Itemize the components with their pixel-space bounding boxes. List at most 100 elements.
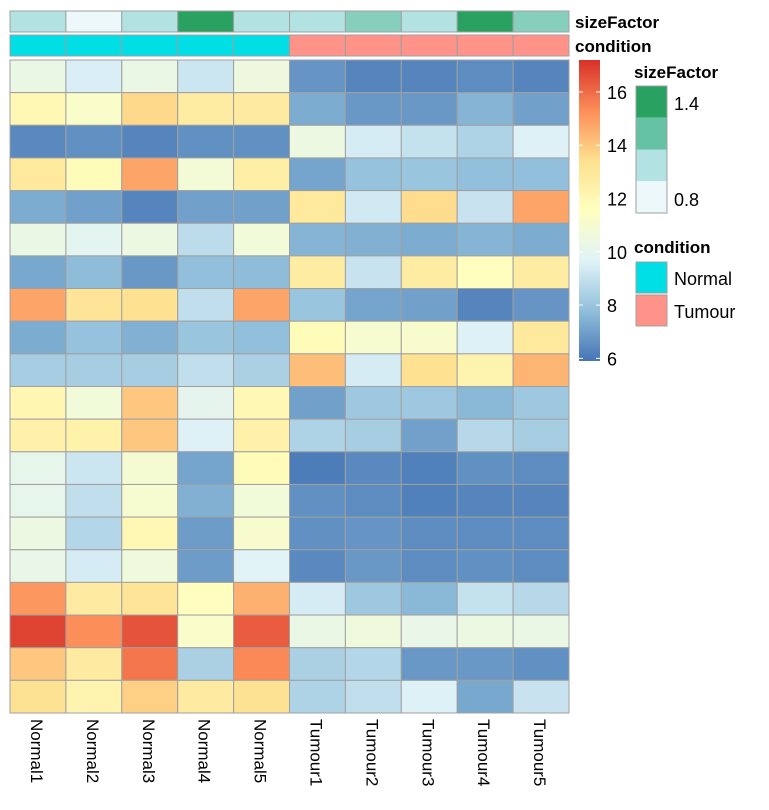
- heatmap-cell: [9, 320, 67, 355]
- heatmap-cell: [456, 59, 514, 94]
- column-label: Tumour2: [362, 719, 381, 786]
- heatmap-cell: [456, 483, 514, 518]
- heatmap-cell: [9, 679, 67, 714]
- sizefactor-cell: [456, 10, 514, 33]
- condition-legend-label: Normal: [674, 269, 732, 289]
- heatmap-cell: [65, 255, 123, 290]
- heatmap-cell: [177, 157, 235, 192]
- heatmap-cell: [512, 483, 570, 518]
- heatmap-cell: [456, 255, 514, 290]
- heatmap-cell: [177, 647, 235, 681]
- heatmap-cell: [344, 483, 402, 518]
- heatmap-cell: [400, 418, 458, 453]
- heatmap-cell: [456, 418, 514, 453]
- heatmap-cell: [9, 59, 67, 94]
- condition-cell: [65, 34, 123, 57]
- heatmap-cell: [512, 679, 570, 714]
- heatmap-cell: [177, 581, 235, 616]
- heatmap-cell: [65, 190, 123, 224]
- heatmap-cell: [289, 614, 346, 649]
- heatmap-cell: [65, 124, 123, 159]
- heatmap-cell: [9, 614, 67, 649]
- sizefactor-cell: [177, 10, 235, 33]
- heatmap-cell: [233, 549, 291, 583]
- heatmap-cell: [289, 647, 346, 681]
- legends: 6 8 10 12 14 16 sizeFactor 1.4 0.8 condition Norma…: [579, 60, 735, 369]
- column-label: Normal1: [27, 719, 46, 783]
- heatmap-cell: [289, 581, 346, 616]
- heatmap-cell: [512, 516, 570, 551]
- sizefactor-cell: [289, 10, 346, 33]
- heatmap-cell: [65, 320, 123, 355]
- heatmap-cell: [233, 320, 291, 355]
- heatmap-cell: [456, 647, 514, 681]
- heatmap-cell: [65, 647, 123, 681]
- heatmap-cell: [456, 386, 514, 420]
- sizefactor-cell: [344, 10, 402, 33]
- heatmap-cell: [512, 157, 570, 192]
- color-scale-bar: [579, 60, 600, 361]
- heatmap-cell: [177, 614, 235, 649]
- heatmap-cell: [400, 59, 458, 94]
- heatmap-cell: [400, 679, 458, 714]
- heatmap-cell: [456, 614, 514, 649]
- heatmap-cell: [289, 288, 346, 322]
- heatmap-cell: [121, 92, 179, 126]
- heatmap-cell: [289, 418, 346, 453]
- condition-cell: [289, 34, 346, 57]
- heatmap-cell: [289, 59, 346, 94]
- heatmap-cell: [121, 157, 179, 192]
- heatmap-cell: [65, 549, 123, 583]
- heatmap-cell: [400, 288, 458, 322]
- heatmap-cell: [289, 157, 346, 192]
- heatmap-cell: [289, 255, 346, 290]
- heatmap-cell: [65, 418, 123, 453]
- heatmap-cell: [456, 451, 514, 485]
- heatmap-cell: [121, 255, 179, 290]
- heatmap-cell: [233, 92, 291, 126]
- heatmap-cell: [289, 516, 346, 551]
- heatmap-cell: [121, 549, 179, 583]
- heatmap-cell: [456, 92, 514, 126]
- heatmap-cell: [344, 451, 402, 485]
- heatmap-cells: [9, 59, 570, 714]
- heatmap-cell: [344, 549, 402, 583]
- heatmap-cell: [233, 59, 291, 94]
- sizefactor-legend-swatch: [636, 149, 667, 182]
- heatmap-cell: [344, 288, 402, 322]
- heatmap-cell: [177, 320, 235, 355]
- heatmap-cell: [344, 679, 402, 714]
- heatmap-cell: [121, 483, 179, 518]
- column-label: Normal2: [83, 719, 102, 783]
- heatmap-cell: [344, 124, 402, 159]
- heatmap-cell: [9, 124, 67, 159]
- condition-cell: [344, 34, 402, 57]
- heatmap-cell: [456, 288, 514, 322]
- heatmap-cell: [121, 581, 179, 616]
- heatmap-cell: [512, 92, 570, 126]
- heatmap-cell: [400, 190, 458, 224]
- sizefactor-legend-frame: [635, 85, 668, 214]
- column-label: Tumour3: [418, 719, 437, 786]
- condition-cell: [233, 34, 291, 57]
- heatmap-cell: [289, 451, 346, 485]
- heatmap-cell: [233, 353, 291, 388]
- condition-cell: [9, 34, 67, 57]
- column-label: Tumour1: [306, 719, 325, 786]
- heatmap-cell: [233, 418, 291, 453]
- heatmap-cell: [9, 353, 67, 388]
- heatmap-cell: [400, 124, 458, 159]
- heatmap-cell: [121, 679, 179, 714]
- condition-cell: [456, 34, 514, 57]
- heatmap-cell: [400, 222, 458, 257]
- heatmap-cell: [512, 59, 570, 94]
- heatmap-cell: [400, 581, 458, 616]
- heatmap-cell: [121, 288, 179, 322]
- heatmap-cell: [344, 157, 402, 192]
- heatmap-cell: [456, 222, 514, 257]
- heatmap-cell: [121, 647, 179, 681]
- heatmap-cell: [512, 418, 570, 453]
- heatmap-cell: [289, 124, 346, 159]
- heatmap-cell: [121, 451, 179, 485]
- column-labels: Normal1 Normal2 Normal3 Normal4 Normal5 Tumou…: [27, 719, 549, 786]
